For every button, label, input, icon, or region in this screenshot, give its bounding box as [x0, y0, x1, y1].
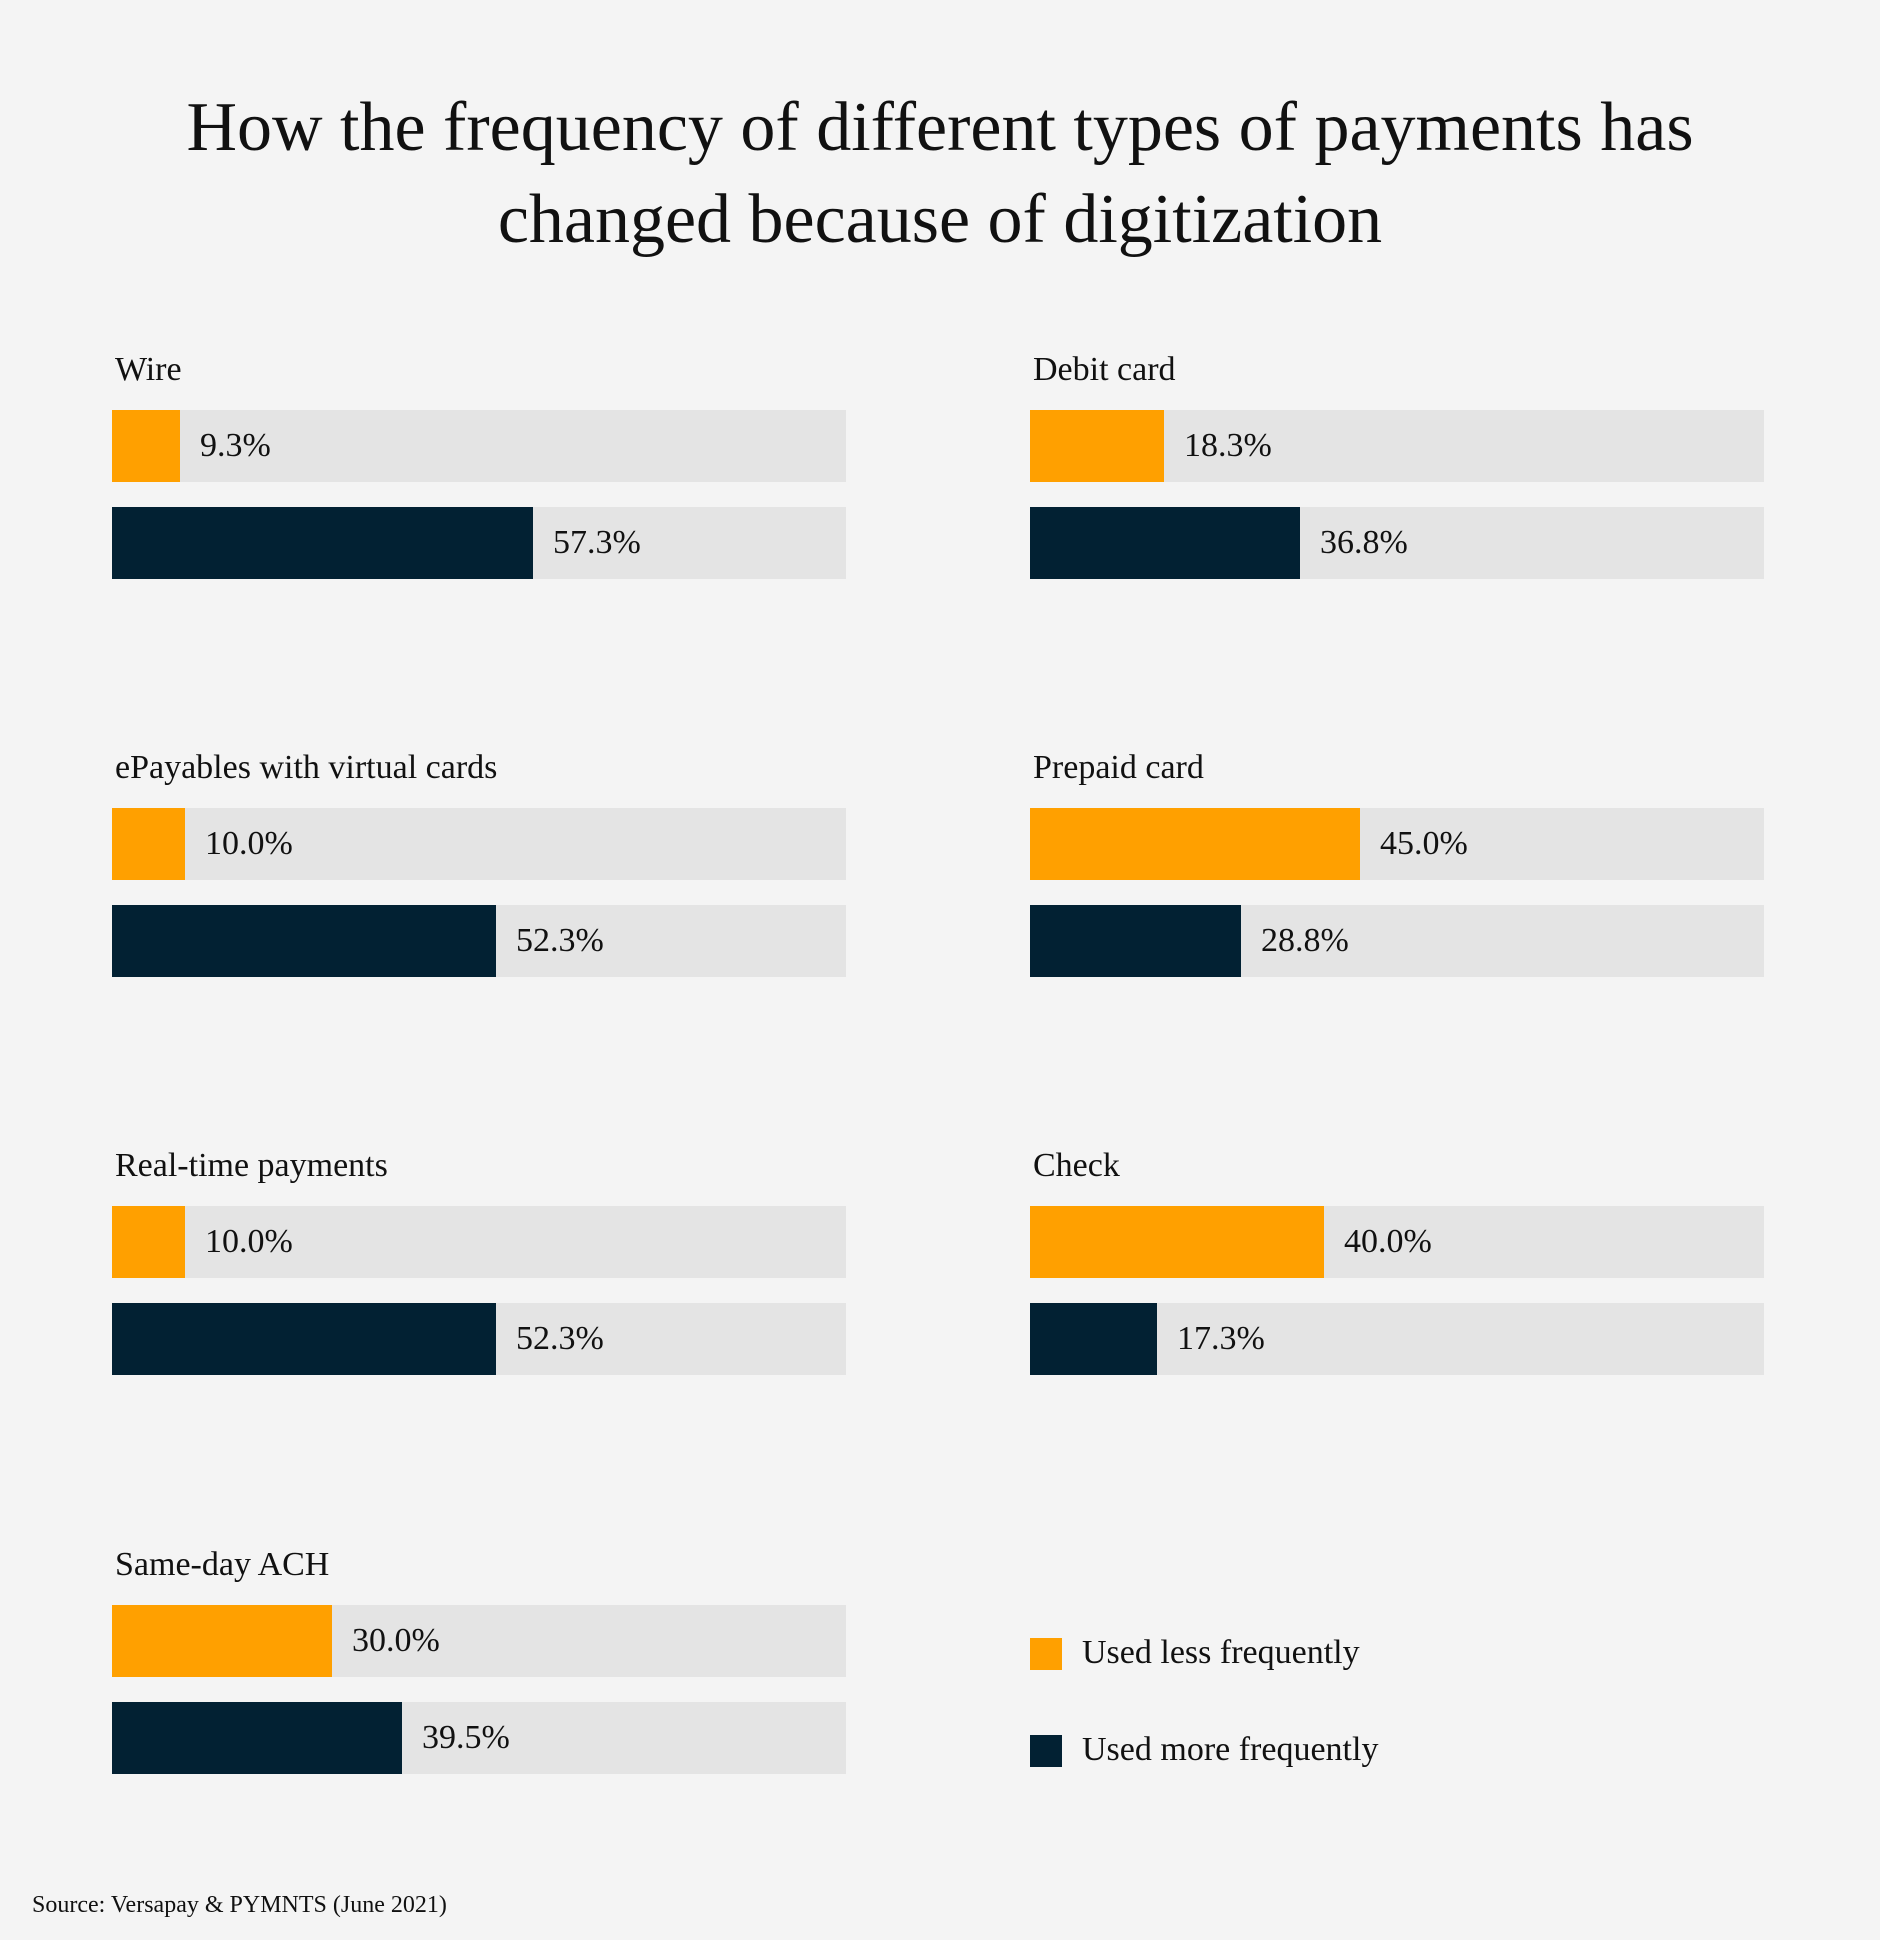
panel-check: Check 40.0% 17.3% — [1030, 1146, 1764, 1376]
value-label-more: 52.3% — [516, 922, 604, 959]
value-label-more: 39.5% — [422, 1719, 510, 1756]
value-label-less: 30.0% — [352, 1622, 440, 1659]
panel-real-time-payments: Real-time payments 10.0% 52.3% — [112, 1146, 846, 1376]
panel-label: Prepaid card — [1033, 749, 1204, 786]
bar-track-less: 10.0% — [112, 1206, 846, 1278]
panel-label: Wire — [115, 351, 182, 388]
panel-label: Real-time payments — [115, 1147, 388, 1184]
bar-track-more: 36.8% — [1030, 507, 1764, 579]
source-note: Source: Versapay & PYMNTS (June 2021) — [32, 1892, 447, 1918]
panel-same-day-ach: Same-day ACH 30.0% 39.5% — [112, 1545, 846, 1775]
bar-track-less: 10.0% — [112, 808, 846, 880]
bar-more-same-day-ach — [112, 1702, 402, 1774]
bar-more-debit-card — [1030, 507, 1300, 579]
chart-title-line-1: How the frequency of different types of … — [186, 89, 1694, 166]
panel-label: ePayables with virtual cards — [115, 749, 498, 786]
bar-less-wire — [112, 410, 180, 482]
panel-debit-card: Debit card 18.3% 36.8% — [1030, 350, 1764, 580]
bar-track-less: 30.0% — [112, 1605, 846, 1677]
value-label-less: 9.3% — [200, 427, 271, 464]
bar-track-less: 18.3% — [1030, 410, 1764, 482]
legend-label-less: Used less frequently — [1082, 1634, 1360, 1671]
bar-track-more: 52.3% — [112, 905, 846, 977]
bar-less-epayables-with-virtual-cards — [112, 808, 185, 880]
panel-epayables-with-virtual-cards: ePayables with virtual cards 10.0% 52.3% — [112, 748, 846, 978]
chart-title: How the frequency of different types of … — [0, 82, 1880, 266]
bar-track-less: 40.0% — [1030, 1206, 1764, 1278]
panel-label: Same-day ACH — [115, 1546, 330, 1583]
panel-prepaid-card: Prepaid card 45.0% 28.8% — [1030, 748, 1764, 978]
bar-track-more: 17.3% — [1030, 1303, 1764, 1375]
bar-less-real-time-payments — [112, 1206, 185, 1278]
value-label-less: 45.0% — [1380, 825, 1468, 862]
bar-more-check — [1030, 1303, 1157, 1375]
bar-track-more: 52.3% — [112, 1303, 846, 1375]
value-label-less: 10.0% — [205, 825, 293, 862]
value-label-less: 10.0% — [205, 1223, 293, 1260]
bar-more-prepaid-card — [1030, 905, 1241, 977]
legend-swatch-more — [1030, 1735, 1062, 1767]
bar-less-debit-card — [1030, 410, 1164, 482]
chart-title-line-2: changed because of digitization — [497, 181, 1383, 258]
bar-more-wire — [112, 507, 533, 579]
panel-label: Debit card — [1033, 351, 1176, 388]
value-label-more: 36.8% — [1320, 524, 1408, 561]
bar-track-less: 45.0% — [1030, 808, 1764, 880]
bar-track-less: 9.3% — [112, 410, 846, 482]
value-label-less: 18.3% — [1184, 427, 1272, 464]
bar-more-epayables-with-virtual-cards — [112, 905, 496, 977]
value-label-more: 17.3% — [1177, 1320, 1265, 1357]
legend-label-more: Used more frequently — [1082, 1731, 1379, 1768]
value-label-more: 57.3% — [553, 524, 641, 561]
bar-less-same-day-ach — [112, 1605, 332, 1677]
value-label-more: 52.3% — [516, 1320, 604, 1357]
panel-label: Check — [1033, 1147, 1120, 1184]
bar-more-real-time-payments — [112, 1303, 496, 1375]
panel-wire: Wire 9.3% 57.3% — [112, 350, 846, 580]
value-label-less: 40.0% — [1344, 1223, 1432, 1260]
bar-less-prepaid-card — [1030, 808, 1360, 880]
bar-track-more: 39.5% — [112, 1702, 846, 1774]
bar-track-more: 57.3% — [112, 507, 846, 579]
legend-swatch-less — [1030, 1638, 1062, 1670]
value-label-more: 28.8% — [1261, 922, 1349, 959]
bar-less-check — [1030, 1206, 1324, 1278]
bar-track-more: 28.8% — [1030, 905, 1764, 977]
